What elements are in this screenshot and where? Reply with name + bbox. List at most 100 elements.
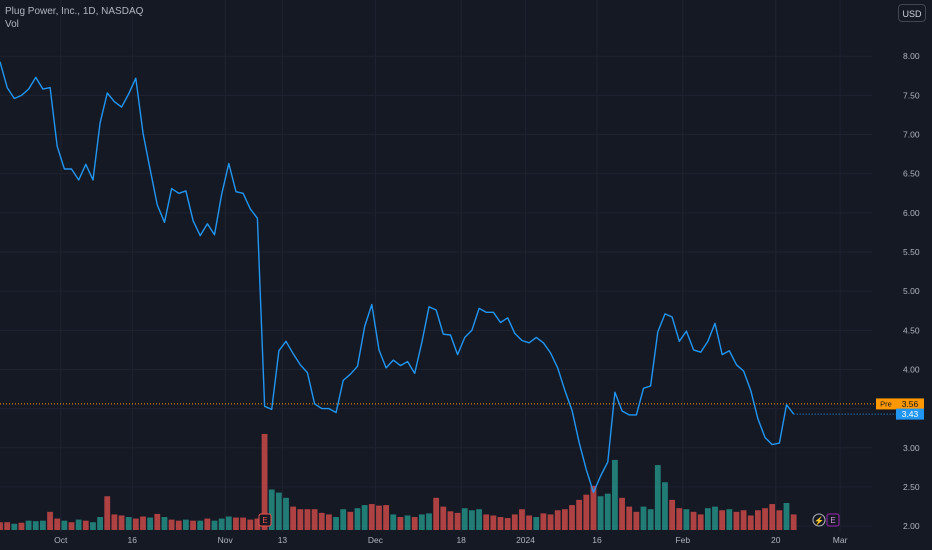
volume-bar — [32, 521, 39, 530]
volume-bar — [47, 511, 53, 530]
volume-bar — [733, 511, 740, 530]
volume-bar — [268, 489, 275, 530]
earnings-marker-2-label: E — [830, 516, 835, 525]
x-tick-label: Feb — [675, 535, 690, 545]
volume-bar — [240, 517, 246, 530]
volume-bar — [755, 510, 761, 530]
y-tick-label: 7.50 — [903, 90, 920, 100]
volume-bar — [604, 493, 611, 530]
volume-bar — [726, 509, 733, 530]
volume-bar — [383, 505, 389, 530]
volume-bar — [125, 517, 132, 530]
volume-bar — [418, 514, 425, 530]
volume-bar — [676, 508, 683, 530]
volume-bar — [297, 509, 304, 530]
volume-bar — [683, 509, 690, 530]
volume-bar — [647, 509, 654, 530]
volume-bar — [104, 496, 111, 530]
x-tick-label: Nov — [218, 535, 234, 545]
earnings-marker-1[interactable]: E — [258, 513, 272, 527]
y-tick-label: 5.00 — [903, 286, 920, 296]
volume-bar — [140, 516, 146, 530]
volume-bar — [333, 517, 339, 530]
volume-bar — [440, 506, 447, 530]
dividend-marker[interactable]: ⚡ — [812, 513, 826, 527]
volume-bar — [769, 504, 776, 530]
volume-bar — [118, 515, 125, 530]
vertical-gridlines — [60, 0, 841, 532]
volume-bar — [11, 523, 18, 530]
volume-bar — [204, 518, 211, 530]
volume-bar — [640, 506, 647, 530]
volume-bar — [111, 514, 118, 530]
earnings-marker-1-label: E — [262, 516, 267, 525]
pre-market-label: Pre — [880, 399, 892, 408]
volume-bar — [404, 515, 411, 530]
dividend-icon: ⚡ — [814, 516, 824, 526]
volume-bar — [740, 510, 747, 530]
volume-bar — [361, 505, 368, 530]
volume-bar — [247, 519, 254, 530]
x-tick-label: 16 — [128, 535, 138, 545]
volume-bar — [175, 520, 182, 530]
volume-bar — [790, 514, 797, 530]
last-price-tag: 3.43 — [896, 408, 924, 420]
volume-bar — [354, 508, 361, 530]
volume-bar — [519, 509, 525, 530]
y-tick-label: 4.50 — [903, 325, 920, 335]
volume-bar — [233, 517, 239, 530]
volume-bar — [583, 494, 590, 530]
volume-bar — [304, 509, 311, 530]
volume-bar — [547, 514, 554, 530]
volume-bar — [225, 516, 232, 530]
volume-bar — [18, 522, 25, 530]
volume-bar — [662, 482, 668, 530]
volume-bar — [261, 433, 268, 530]
volume-bar — [161, 517, 168, 530]
volume-bar — [197, 520, 204, 530]
volume-bar — [168, 519, 175, 530]
volume-bar — [283, 497, 289, 530]
volume-bar — [612, 459, 618, 530]
horizontal-gridlines — [0, 55, 872, 527]
volume-bar — [597, 496, 604, 530]
volume-bar — [397, 517, 404, 530]
volume-bar — [218, 518, 225, 530]
volume-bar — [554, 510, 561, 530]
volume-bar — [669, 499, 675, 530]
volume-bar — [712, 506, 718, 530]
volume-bar — [569, 505, 575, 530]
x-tick-label: Dec — [368, 535, 384, 545]
pre-market-price-tag: Pre 3.56 — [876, 398, 924, 410]
volume-bar — [690, 511, 697, 530]
y-tick-label: 2.50 — [903, 482, 920, 492]
volume-bar — [318, 512, 325, 530]
volume-bar — [511, 514, 518, 530]
volume-bar — [154, 513, 161, 530]
volume-bar — [561, 509, 568, 530]
volume-indicator-label[interactable]: Vol — [5, 19, 19, 30]
volume-bar — [411, 517, 418, 530]
x-tick-label: 13 — [278, 535, 288, 545]
volume-bar — [376, 505, 382, 530]
volume-bar — [326, 514, 332, 530]
volume-bars — [0, 433, 797, 530]
volume-bar — [483, 514, 490, 530]
volume-bar — [368, 504, 375, 530]
volume-bar — [390, 514, 397, 530]
pre-market-value: 3.56 — [902, 399, 919, 409]
volume-bar — [183, 519, 189, 530]
volume-bar — [540, 513, 547, 530]
y-tick-label: 3.00 — [903, 443, 920, 453]
volume-bar — [783, 503, 790, 530]
x-tick-label: Mar — [833, 535, 848, 545]
volume-bar — [433, 497, 440, 530]
chart-title: Plug Power, Inc., 1D, NASDAQ — [5, 6, 144, 17]
volume-bar — [719, 510, 726, 530]
y-tick-label: 7.00 — [903, 130, 920, 140]
last-price-value: 3.43 — [902, 409, 919, 419]
earnings-marker-2[interactable]: E — [826, 513, 840, 527]
volume-bar — [275, 492, 282, 530]
currency-button[interactable]: USD — [898, 4, 926, 22]
